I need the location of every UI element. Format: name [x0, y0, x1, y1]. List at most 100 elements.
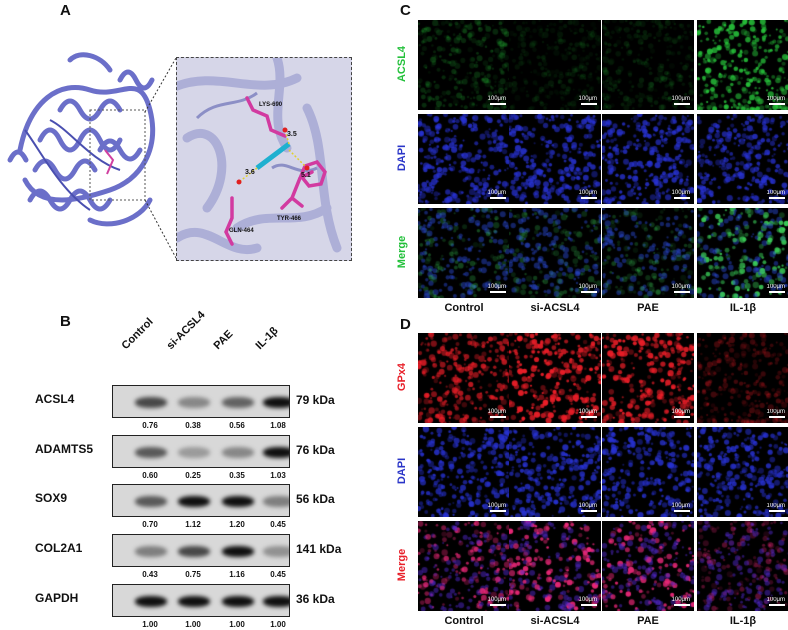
scale-bar: 100μm — [767, 597, 785, 606]
if-micrograph-tile: 100μm — [697, 208, 788, 298]
if-row-label: ACSL4 — [396, 45, 408, 83]
scale-bar-line — [769, 291, 785, 293]
scale-bar-line — [674, 604, 690, 606]
wb-column-label-si-acsl4: si-ACSL4 — [164, 308, 208, 352]
if-column-label: Control — [444, 615, 484, 627]
wb-quant-value: 0.70 — [142, 520, 158, 529]
binding-site-zoom: LYS-690 GLN-464 TYR-466 3.5 3.6 5.1 — [176, 57, 352, 261]
wb-row-label: ADAMTS5 — [35, 442, 94, 456]
scale-bar-line — [769, 197, 785, 199]
wb-molecular-weight: 56 kDa — [296, 492, 335, 506]
wb-quant-value: 1.08 — [270, 421, 286, 430]
if-micrograph-tile: 100μm — [418, 114, 510, 204]
wb-band — [222, 596, 254, 607]
wb-quant-value: 0.38 — [185, 421, 201, 430]
if-micrograph-tile: 100μm — [602, 20, 694, 110]
scale-bar-label: 100μm — [487, 409, 506, 415]
scale-bar: 100μm — [579, 190, 597, 199]
scale-bar-line — [769, 103, 785, 105]
scale-bar-label: 100μm — [766, 503, 785, 509]
scale-bar-label: 100μm — [578, 96, 597, 102]
if-column-label: si-ACSL4 — [530, 302, 580, 314]
wb-blot-strip — [112, 484, 290, 517]
if-row-label: Merge — [396, 548, 408, 582]
wb-band — [135, 496, 167, 507]
wb-blot-strip — [112, 584, 290, 617]
scale-bar-line — [581, 291, 597, 293]
scale-bar-label: 100μm — [766, 190, 785, 196]
scale-bar: 100μm — [767, 96, 785, 105]
scale-bar-label: 100μm — [671, 96, 690, 102]
wb-row-label: ACSL4 — [35, 392, 75, 406]
if-column-label: PAE — [637, 302, 659, 314]
scale-bar: 100μm — [488, 284, 506, 293]
scale-bar-label: 100μm — [671, 503, 690, 509]
scale-bar: 100μm — [579, 409, 597, 418]
scale-bar-line — [490, 416, 506, 418]
if-micrograph-tile: 100μm — [418, 208, 510, 298]
scale-bar-label: 100μm — [578, 284, 597, 290]
scale-bar-line — [581, 103, 597, 105]
scale-bar-label: 100μm — [487, 190, 506, 196]
wb-quant-value: 0.56 — [229, 421, 245, 430]
if-micrograph-tile: 100μm — [697, 114, 788, 204]
wb-band — [263, 596, 289, 607]
wb-molecular-weight: 79 kDa — [296, 393, 335, 407]
scale-bar-label: 100μm — [578, 409, 597, 415]
scale-bar: 100μm — [672, 597, 690, 606]
scale-bar: 100μm — [767, 409, 785, 418]
if-micrograph-tile: 100μm — [697, 333, 788, 423]
wb-band — [135, 596, 167, 607]
scale-bar-label: 100μm — [578, 597, 597, 603]
scale-bar-line — [581, 197, 597, 199]
if-column-label: IL-1β — [729, 615, 757, 627]
wb-band — [263, 397, 289, 408]
if-micrograph-tile: 100μm — [418, 333, 510, 423]
wb-quant-value: 0.60 — [142, 471, 158, 480]
wb-quant-value: 0.45 — [270, 520, 286, 529]
scale-bar-line — [769, 510, 785, 512]
scale-bar: 100μm — [488, 503, 506, 512]
scale-bar-line — [769, 416, 785, 418]
wb-band — [222, 397, 254, 408]
wb-quant-value: 0.43 — [142, 570, 158, 579]
wb-quant-value: 1.00 — [185, 620, 201, 629]
scale-bar-label: 100μm — [766, 96, 785, 102]
scale-bar-line — [674, 103, 690, 105]
wb-row-label: GAPDH — [35, 591, 79, 605]
wb-band — [263, 546, 289, 557]
wb-molecular-weight: 76 kDa — [296, 443, 335, 457]
wb-row-label: SOX9 — [35, 491, 68, 505]
scale-bar: 100μm — [672, 284, 690, 293]
wb-band — [222, 496, 254, 507]
wb-band — [263, 496, 289, 507]
residue-label-lys690: LYS-690 — [259, 102, 283, 108]
scale-bar: 100μm — [579, 96, 597, 105]
if-micrograph-tile: 100μm — [509, 20, 601, 110]
wb-blot-strip — [112, 534, 290, 567]
scale-bar: 100μm — [488, 409, 506, 418]
scale-bar: 100μm — [488, 597, 506, 606]
binding-site-ribbons — [177, 58, 342, 255]
zoom-connector-lines — [144, 57, 177, 259]
protein-structure-overview — [7, 52, 156, 227]
scale-bar: 100μm — [672, 96, 690, 105]
if-row-label: DAPI — [396, 457, 408, 485]
wb-row-label: COL2A1 — [35, 541, 83, 555]
distance-label-3: 5.1 — [301, 172, 311, 179]
panel-b-letter: B — [60, 313, 71, 330]
if-micrograph-tile: 100μm — [509, 521, 601, 611]
wb-quant-value: 1.00 — [142, 620, 158, 629]
scale-bar-line — [490, 103, 506, 105]
scale-bar-label: 100μm — [671, 409, 690, 415]
scale-bar-label: 100μm — [578, 190, 597, 196]
panel-c-letter: C — [400, 2, 411, 19]
wb-band — [135, 546, 167, 557]
wb-quant-value: 0.25 — [185, 471, 201, 480]
if-micrograph-tile: 100μm — [418, 521, 510, 611]
if-row-label: Merge — [396, 235, 408, 269]
if-micrograph-tile: 100μm — [509, 114, 601, 204]
scale-bar-label: 100μm — [671, 284, 690, 290]
scale-bar-label: 100μm — [487, 503, 506, 509]
wb-quant-value: 0.76 — [142, 421, 158, 430]
